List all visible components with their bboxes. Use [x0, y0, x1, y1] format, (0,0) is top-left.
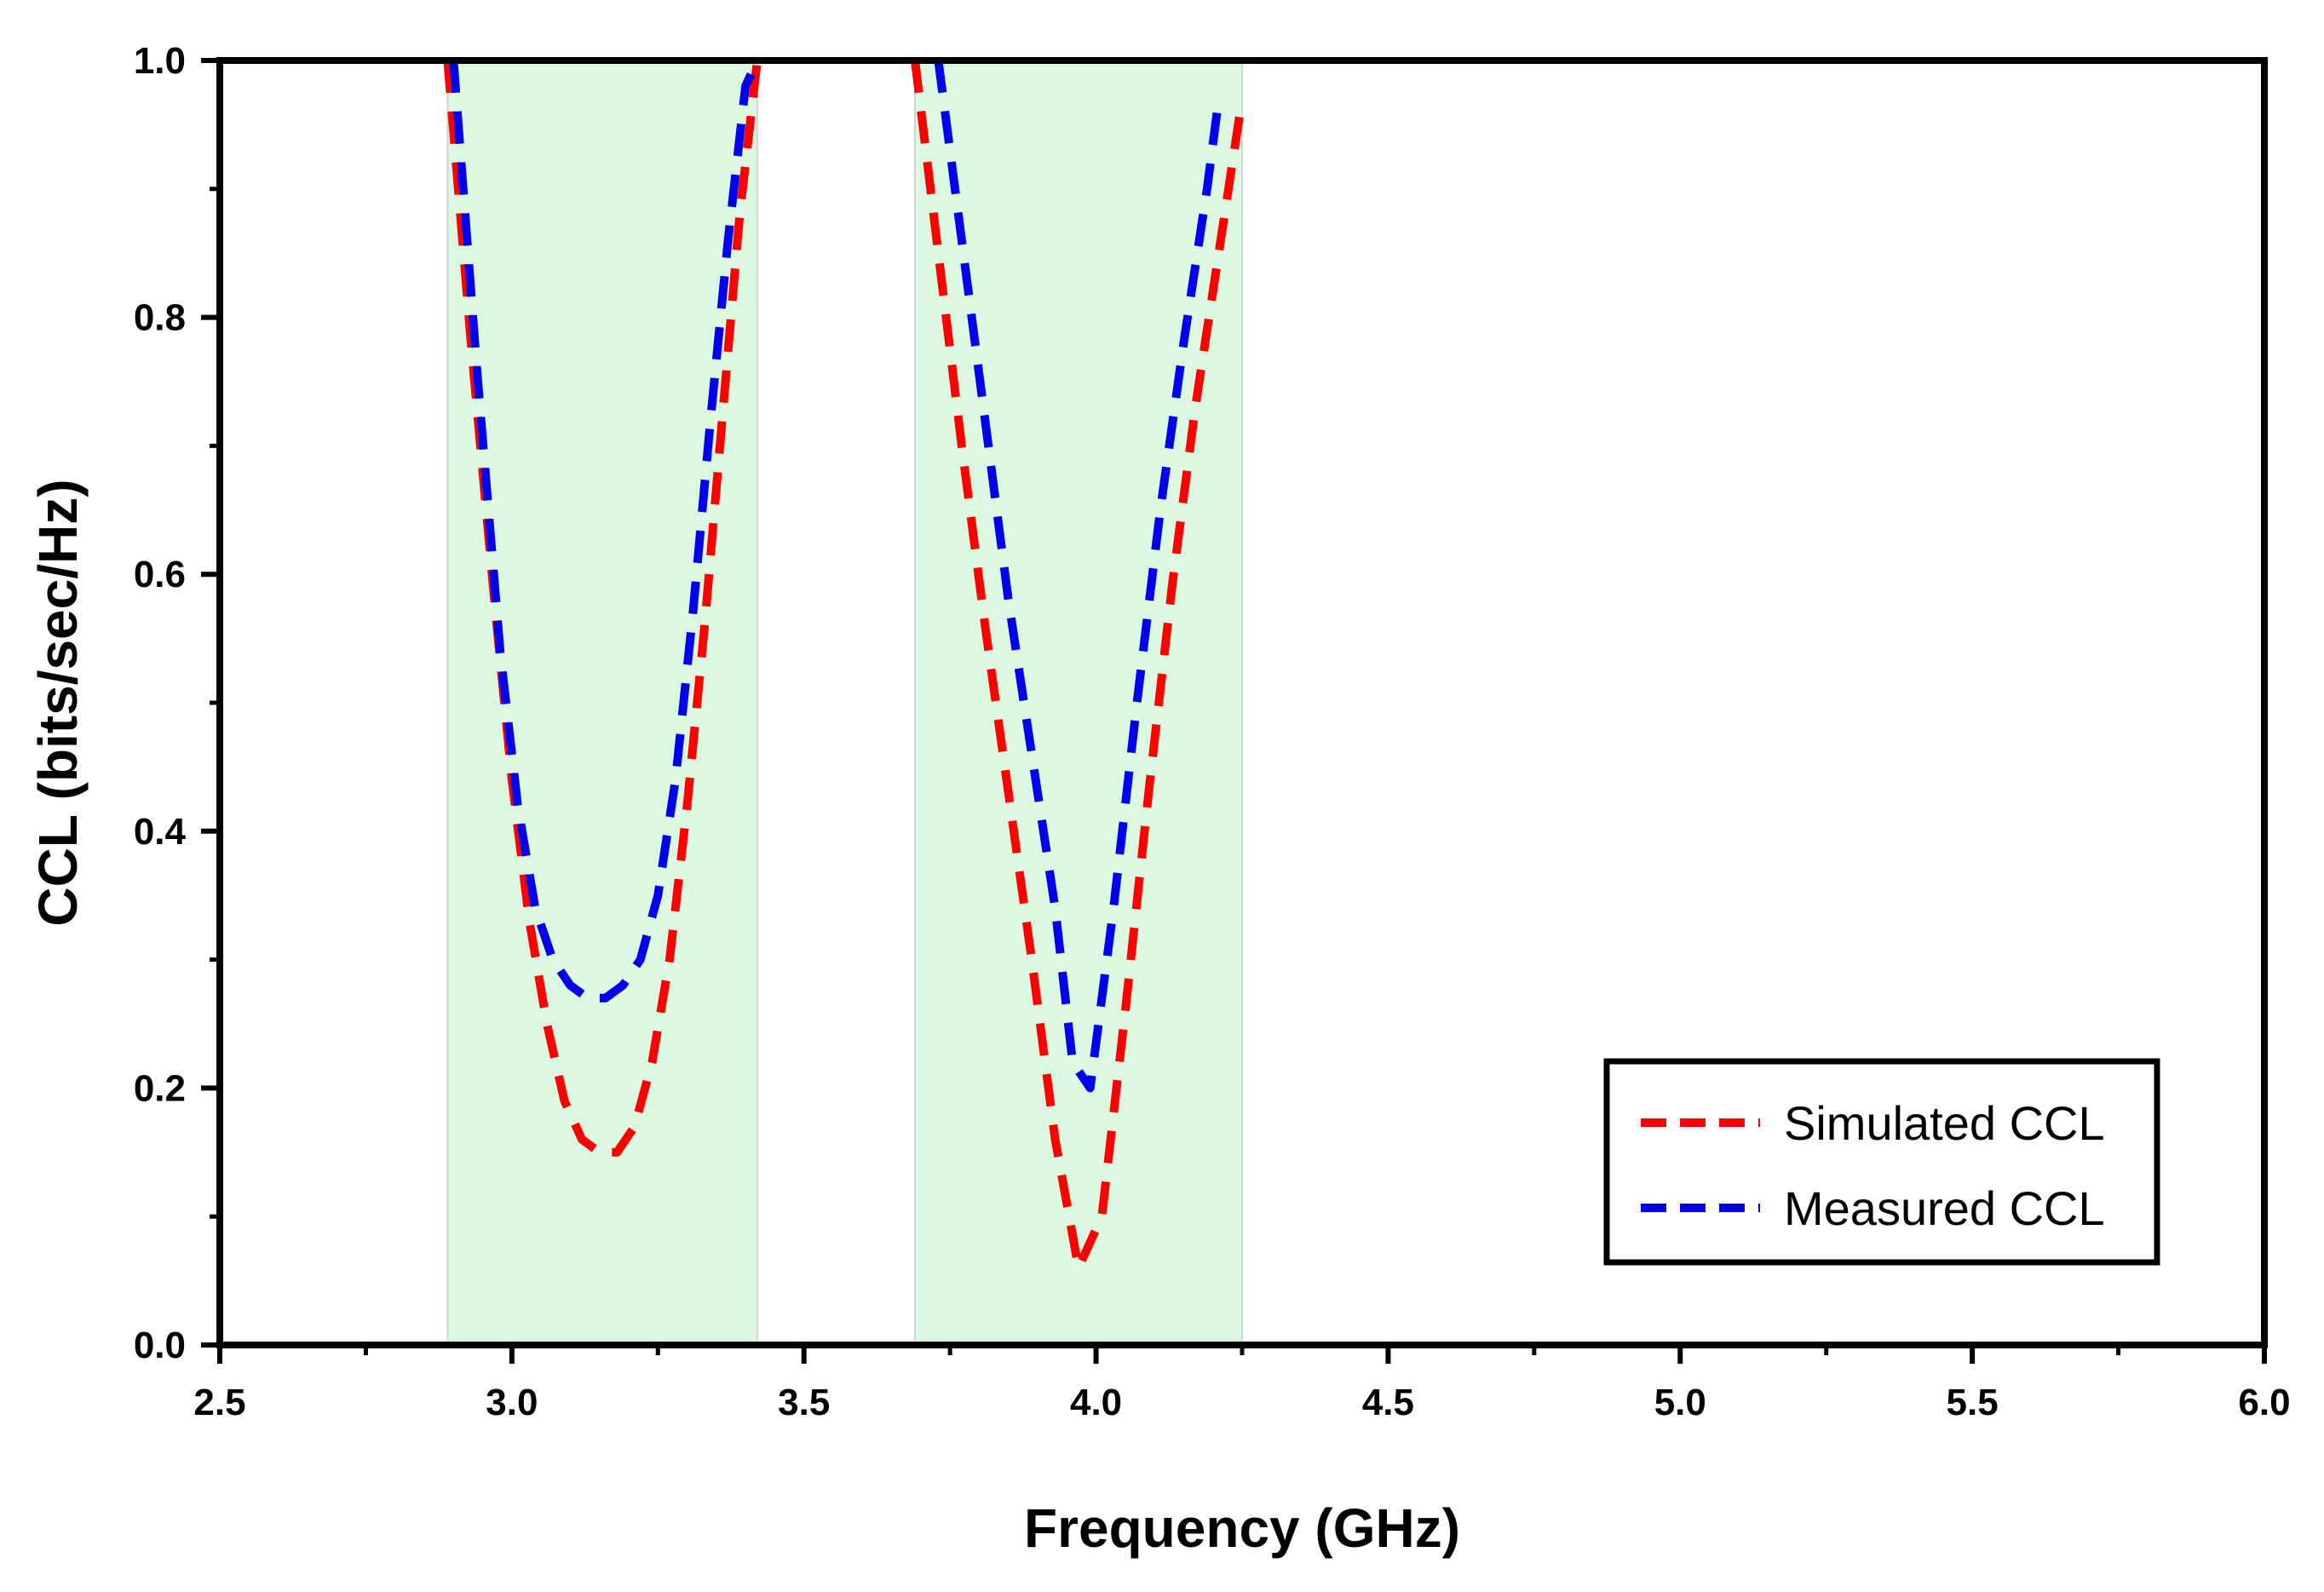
x-tick-label-0: 2.5 — [193, 1382, 245, 1423]
y-tick-label-4: 0.8 — [134, 297, 186, 339]
x-tick-label-5: 5.0 — [1654, 1382, 1706, 1423]
shaded-band-1 — [914, 60, 1243, 1346]
y-tick-label-3: 0.6 — [134, 554, 186, 595]
y-tick-label-5: 1.0 — [134, 40, 186, 82]
legend-box — [1603, 1058, 2160, 1266]
y-tick-label-0: 0.0 — [134, 1325, 186, 1366]
series-1-segment-0 — [449, 58, 762, 1003]
x-tick-label-7: 6.0 — [2238, 1382, 2290, 1423]
y-tick-label-2: 0.4 — [134, 811, 187, 853]
data-series — [443, 58, 1246, 1273]
legend-label-simulated: Simulated CCL — [1784, 1096, 2105, 1150]
plot-frame — [216, 57, 2268, 1348]
x-tick-label-6: 5.5 — [1947, 1382, 1999, 1423]
legend: Simulated CCL Measured CCL — [1603, 1058, 2160, 1266]
y-axis-title: CCL (bits/sec/Hz) — [27, 479, 89, 926]
y-tick-label-1: 0.2 — [134, 1067, 186, 1109]
x-tick-label-2: 3.5 — [778, 1382, 830, 1423]
x-tick-label-1: 3.0 — [486, 1382, 538, 1423]
shaded-bands — [446, 60, 1243, 1346]
legend-label-measured: Measured CCL — [1784, 1181, 2105, 1235]
x-axis-title: Frequency (GHz) — [1024, 1497, 1460, 1559]
x-tick-label-4: 4.5 — [1362, 1382, 1414, 1423]
x-tick-label-3: 4.0 — [1070, 1382, 1122, 1423]
shaded-band-0 — [446, 60, 758, 1346]
series-1-segment-1 — [934, 60, 1223, 1093]
